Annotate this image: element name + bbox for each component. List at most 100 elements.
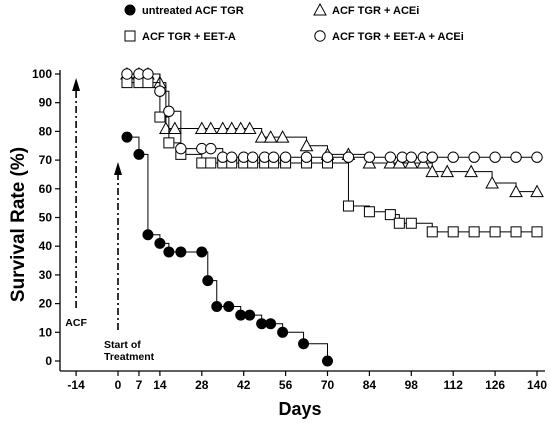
data-point (202, 275, 214, 287)
data-point (342, 151, 355, 163)
data-point (275, 130, 290, 143)
data-point (405, 217, 417, 229)
data-point (175, 246, 187, 258)
data-point (447, 226, 459, 238)
legend-item: ACF TGR + ACEi (313, 2, 419, 17)
data-point (426, 226, 438, 238)
data-point (321, 151, 334, 163)
data-point (342, 200, 354, 212)
data-point (205, 157, 217, 169)
legend-marker (314, 30, 326, 42)
data-point (489, 226, 501, 238)
x-tick-label: 0 (115, 378, 122, 392)
x-tick-label: 56 (279, 378, 293, 392)
series-2 (120, 66, 544, 198)
data-point (530, 184, 544, 198)
legend-item: ACF TGR + EET-A + ACEi (314, 30, 464, 43)
series-layer (120, 66, 544, 367)
data-point (363, 151, 376, 163)
x-tick-label: 14 (153, 378, 167, 392)
y-tick-label: 70 (39, 153, 53, 167)
legend: untreated ACF TGR ACF TGR + ACEi ACF TGR +… (124, 2, 464, 43)
data-point (489, 151, 501, 163)
y-axis-title: Survival Rate (%) (8, 147, 29, 302)
legend-label: ACF TGR + ACEi (332, 5, 419, 17)
data-point (509, 184, 523, 198)
legend-marker (313, 2, 327, 16)
data-point (133, 148, 145, 160)
data-point (279, 151, 292, 163)
x-tick-label: 126 (485, 378, 505, 392)
y-tick-label: 0 (45, 354, 52, 368)
data-point (363, 206, 375, 218)
x-tick-label: 42 (237, 378, 251, 392)
x-ticks: -14 0 7 14 28 42 56 70 84 98 112 126 140 (67, 371, 547, 392)
data-point (215, 121, 230, 135)
y-tick-label: 40 (39, 239, 53, 253)
data-point (168, 121, 182, 135)
treatment-annotation: Treatment (104, 351, 155, 363)
data-point (226, 151, 238, 163)
y-tick-label: 90 (39, 96, 53, 110)
y-tick-label: 60 (39, 182, 53, 196)
legend-marker (124, 30, 136, 42)
legend-label: ACF TGR + EET-A (142, 31, 236, 43)
data-point (244, 309, 256, 321)
y-tick-label: 80 (39, 124, 53, 138)
data-point (196, 246, 208, 258)
data-point (142, 229, 154, 241)
data-point (440, 164, 455, 178)
x-tick-label: 84 (363, 378, 377, 392)
data-point (425, 164, 440, 178)
series-step-line (126, 73, 537, 158)
series-1 (121, 131, 333, 367)
data-point (194, 121, 209, 135)
x-tick-label: 70 (321, 378, 335, 392)
series-4 (121, 68, 543, 163)
data-point (175, 142, 187, 155)
series-step-line (126, 136, 328, 361)
data-point (223, 300, 235, 312)
data-point (299, 138, 314, 152)
data-point (154, 237, 166, 249)
data-point (205, 142, 217, 155)
legend-label: untreated ACF TGR (142, 5, 244, 17)
treatment-annotation: Start of (104, 339, 141, 351)
x-tick-label: 98 (405, 378, 419, 392)
data-point (531, 151, 543, 163)
y-tick-label: 50 (39, 211, 53, 225)
data-point (485, 176, 499, 189)
y-tick-label: 20 (39, 297, 53, 311)
data-point (298, 338, 310, 350)
x-tick-label: 7 (136, 378, 143, 392)
data-point (154, 111, 166, 123)
data-point (510, 151, 522, 163)
data-point (468, 151, 480, 163)
data-point (246, 151, 259, 163)
acf-annotation: ACF (65, 317, 87, 329)
acf-arrow-head (72, 78, 81, 91)
data-point (267, 151, 280, 163)
data-point (233, 121, 248, 135)
y-tick-label: 100 (32, 67, 52, 81)
data-point (203, 121, 218, 135)
x-tick-label: 28 (195, 378, 209, 392)
data-point (384, 151, 397, 163)
legend-item: untreated ACF TGR (124, 4, 244, 17)
y-ticks: 0 10 20 30 40 50 60 70 80 90 100 (32, 67, 60, 368)
data-point (426, 151, 438, 163)
legend-label: ACF TGR + EET-A + ACEi (332, 31, 464, 43)
data-point (468, 226, 480, 238)
series-3 (121, 77, 543, 238)
x-tick-label: 112 (444, 378, 464, 392)
legend-item: ACF TGR + EET-A (124, 30, 236, 43)
data-point (277, 326, 289, 338)
x-tick-label: -14 (67, 378, 85, 392)
data-point (263, 130, 278, 143)
data-point (384, 209, 396, 221)
data-point (154, 85, 166, 97)
data-point (393, 217, 405, 229)
data-point (242, 121, 257, 135)
